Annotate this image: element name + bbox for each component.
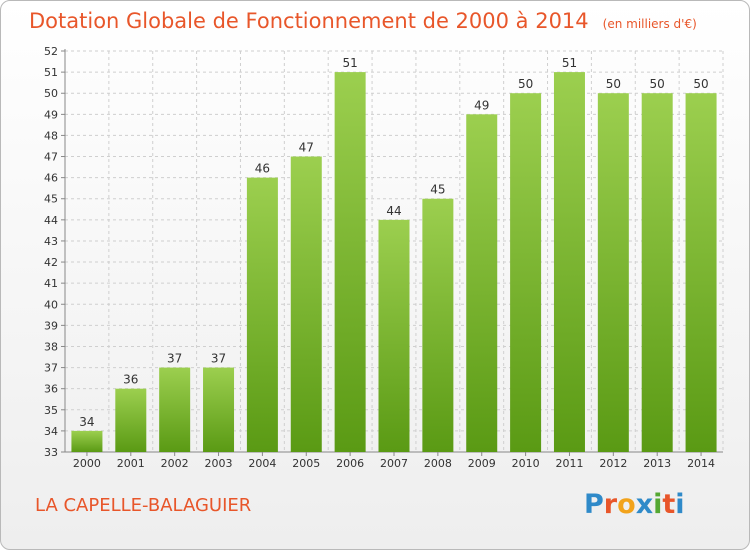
data-label-2003: 37 [211,352,226,366]
y-tick-label: 39 [44,319,58,332]
x-tick-label-2005: 2005 [292,457,320,470]
x-tick-label-2011: 2011 [555,457,583,470]
y-tick-label: 52 [44,45,58,58]
y-tick-label: 36 [44,383,58,396]
x-tick-label-2008: 2008 [424,457,452,470]
data-label-2011: 51 [562,56,577,70]
y-tick-label: 51 [44,66,58,79]
y-tick-label: 44 [44,214,58,227]
x-tick-label-2006: 2006 [336,457,364,470]
bar-2002 [159,367,191,452]
data-label-2000: 34 [79,415,94,429]
x-tick-label-2003: 2003 [205,457,233,470]
bar-2001 [115,388,147,452]
y-tick-label: 46 [44,172,58,185]
data-label-2004: 46 [255,162,270,176]
x-tick-label-2010: 2010 [512,457,540,470]
y-tick-label: 45 [44,193,58,206]
logo-letter: o [617,489,636,520]
bar-2009 [466,114,498,452]
y-tick-label: 37 [44,362,58,375]
bar-2004 [246,177,278,452]
x-tick-label-2009: 2009 [468,457,496,470]
y-tick-label: 38 [44,340,58,353]
chart-subtitle: (en milliers d'€) [602,17,697,31]
bar-2011 [553,72,585,453]
y-tick-label: 50 [44,87,58,100]
data-label-2002: 37 [167,352,182,366]
data-label-2005: 47 [299,141,314,155]
data-label-2012: 50 [606,77,621,91]
bar-2000 [71,430,103,452]
data-label-2008: 45 [430,183,445,197]
x-tick-label-2001: 2001 [117,457,145,470]
x-tick-label-2014: 2014 [687,457,715,470]
bar-2007 [378,219,410,452]
logo-letter: i [675,489,685,520]
data-label-2007: 44 [386,204,401,218]
y-tick-label: 47 [44,151,58,164]
x-tick-label-2013: 2013 [643,457,671,470]
logo-letter: r [603,489,618,520]
bar-2006 [334,72,366,453]
data-label-2010: 50 [518,77,533,91]
bar-2010 [510,93,542,453]
logo-letter: i [653,489,663,520]
logo-letter: t [662,489,676,520]
place-name: LA CAPELLE-BALAGUIER [35,495,252,516]
bar-2003 [203,367,235,452]
bar-2008 [422,198,454,452]
proxiti-logo[interactable]: Proxiti [584,489,685,520]
data-label-2009: 49 [474,98,489,112]
data-label-2013: 50 [650,77,665,91]
y-tick-label: 33 [44,446,58,459]
x-tick-label-2002: 2002 [161,457,189,470]
x-tick-label-2012: 2012 [599,457,627,470]
y-tick-label: 48 [44,129,58,142]
y-tick-label: 49 [44,108,58,121]
logo-letter: x [635,489,654,520]
x-tick-label-2007: 2007 [380,457,408,470]
y-tick-label: 35 [44,404,58,417]
chart-title: Dotation Globale de Fonctionnement de 20… [29,9,697,33]
bar-2012 [597,93,629,453]
chart-title-text: Dotation Globale de Fonctionnement de 20… [29,9,589,33]
logo-letter: P [584,489,604,520]
data-labels: 34 36 37 37 46 47 51 44 45 49 50 51 50 50 50 [79,56,708,429]
x-tick-label-2000: 2000 [73,457,101,470]
bar-2005 [290,156,322,453]
data-label-2006: 51 [342,56,357,70]
bar-2014 [685,93,717,453]
data-label-2014: 50 [693,77,708,91]
bar-2013 [641,93,673,453]
data-label-2001: 36 [123,373,138,387]
y-tick-label: 41 [44,277,58,290]
y-tick-label: 42 [44,256,58,269]
bars [71,72,717,453]
x-tick-label-2004: 2004 [248,457,276,470]
y-tick-label: 34 [44,425,58,438]
y-tick-label: 40 [44,298,58,311]
y-tick-label: 43 [44,235,58,248]
